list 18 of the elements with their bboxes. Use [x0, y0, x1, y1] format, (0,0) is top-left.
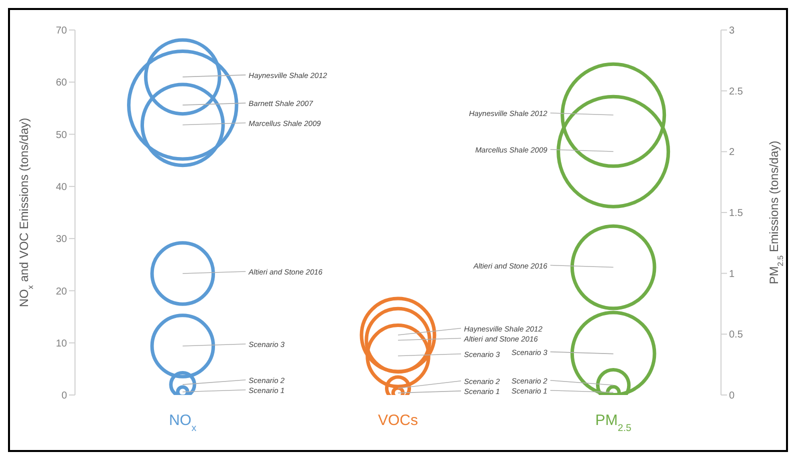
y-tick-label: 70	[56, 26, 68, 37]
y2-tick-label: 2.5	[729, 86, 744, 98]
y2-tick-label: 3	[729, 26, 735, 37]
x-tick-label: VOCs	[378, 412, 418, 429]
y-tick-label: 10	[56, 338, 68, 350]
y-tick-label: 60	[56, 78, 68, 89]
y-tick-label: 30	[56, 234, 68, 246]
y2-tick-label: 1	[729, 268, 735, 280]
y-tick-label: 50	[56, 130, 68, 141]
y-tick-label: 0	[61, 390, 68, 402]
x-tick-label: PM$_{2.5}$	[595, 412, 632, 434]
y-tick-label: 40	[56, 182, 68, 193]
y-tick-label: 20	[56, 286, 68, 298]
y2-tick-label: 2	[729, 147, 735, 158]
x-tick-label: NO$_{x}$	[168, 412, 196, 434]
y2-tick-label: 1.5	[729, 208, 744, 220]
y2-tick-label: 0	[729, 390, 735, 402]
y2-tick-label: 0.5	[729, 330, 744, 341]
